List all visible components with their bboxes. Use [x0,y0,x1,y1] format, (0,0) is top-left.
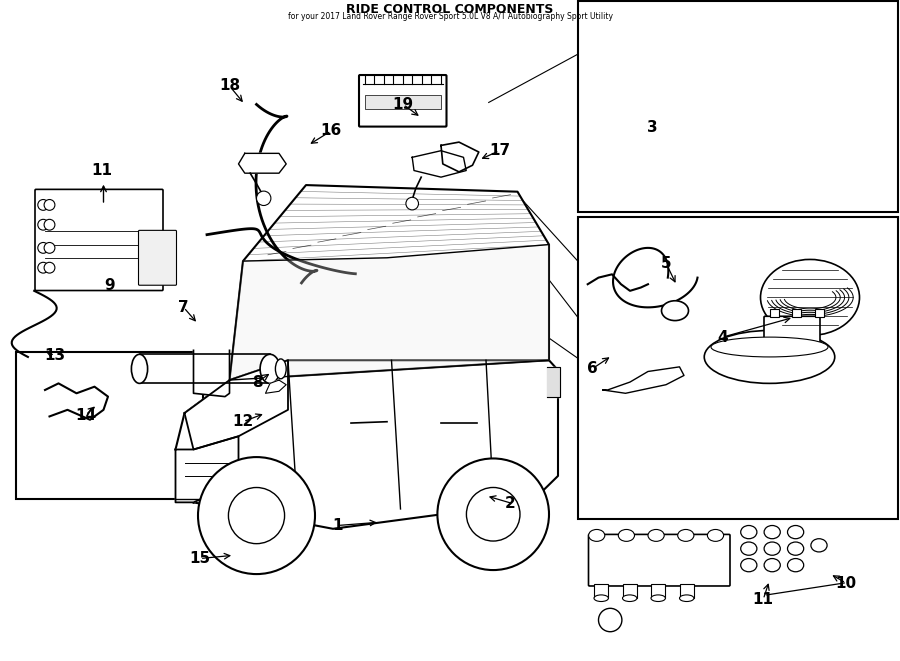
Text: 2: 2 [505,496,516,511]
Circle shape [44,243,55,253]
Ellipse shape [680,595,694,602]
Ellipse shape [275,359,286,379]
Ellipse shape [788,559,804,572]
Circle shape [437,459,549,570]
Text: 11: 11 [752,592,774,607]
Bar [680,584,694,598]
Ellipse shape [623,595,637,602]
Polygon shape [238,153,286,173]
Text: 4: 4 [717,330,728,344]
Circle shape [44,200,55,210]
Bar [594,584,608,598]
FancyBboxPatch shape [589,534,730,586]
Text: RIDE CONTROL COMPONENTS: RIDE CONTROL COMPONENTS [346,3,554,16]
Text: 16: 16 [320,124,342,138]
Ellipse shape [741,525,757,539]
Circle shape [38,262,49,273]
Bar [792,309,801,317]
Polygon shape [230,245,549,380]
FancyBboxPatch shape [359,75,446,127]
Ellipse shape [741,559,757,572]
Polygon shape [441,142,479,172]
Ellipse shape [704,330,835,383]
Polygon shape [176,436,238,502]
Polygon shape [412,151,466,177]
Text: 18: 18 [219,79,240,93]
Ellipse shape [678,529,694,541]
Circle shape [44,262,55,273]
Text: 14: 14 [75,408,96,422]
Text: 3: 3 [647,120,658,135]
Polygon shape [184,360,288,449]
Text: for your 2017 Land Rover Range Rover Sport 5.0L V8 A/T Autobiography Sport Utili: for your 2017 Land Rover Range Rover Spo… [287,12,613,21]
Polygon shape [547,367,560,397]
Ellipse shape [788,525,804,539]
Text: 13: 13 [44,348,66,363]
Ellipse shape [764,542,780,555]
Text: 7: 7 [178,300,189,315]
Ellipse shape [131,354,148,383]
FancyBboxPatch shape [35,189,163,291]
Text: 11: 11 [91,163,112,178]
Ellipse shape [788,542,804,555]
Bar [578,217,898,519]
Circle shape [38,243,49,253]
Text: 6: 6 [587,362,598,376]
Ellipse shape [764,559,780,572]
Ellipse shape [594,595,608,602]
Ellipse shape [618,529,634,541]
Bar [16,352,202,499]
Circle shape [406,197,419,210]
Bar [770,309,778,317]
Ellipse shape [260,354,280,383]
Circle shape [256,191,271,206]
Text: 1: 1 [332,518,343,533]
Polygon shape [194,350,230,397]
Circle shape [198,457,315,574]
Circle shape [466,487,520,541]
Circle shape [44,219,55,230]
Ellipse shape [811,539,827,552]
Bar [578,1,898,212]
Polygon shape [176,360,558,529]
Ellipse shape [711,337,828,357]
Circle shape [38,200,49,210]
Circle shape [229,488,284,543]
Polygon shape [603,367,684,393]
Ellipse shape [648,529,664,541]
Ellipse shape [741,542,757,555]
Text: 8: 8 [252,375,263,389]
Text: 9: 9 [104,278,115,293]
Bar [623,584,637,598]
Text: 12: 12 [232,414,254,429]
Text: 19: 19 [392,97,414,112]
Polygon shape [266,380,286,393]
Bar [814,309,824,317]
FancyBboxPatch shape [139,230,176,286]
Text: 15: 15 [189,551,211,566]
Text: 5: 5 [661,256,671,270]
Circle shape [38,219,49,230]
Ellipse shape [589,529,605,541]
Ellipse shape [760,259,860,335]
Ellipse shape [651,595,665,602]
Circle shape [598,608,622,632]
Ellipse shape [764,525,780,539]
FancyBboxPatch shape [764,316,820,345]
Text: 10: 10 [835,576,857,590]
Polygon shape [230,185,549,380]
Ellipse shape [662,301,688,321]
Ellipse shape [707,529,724,541]
Bar [364,95,441,109]
Text: 17: 17 [489,143,510,158]
Bar [651,584,665,598]
